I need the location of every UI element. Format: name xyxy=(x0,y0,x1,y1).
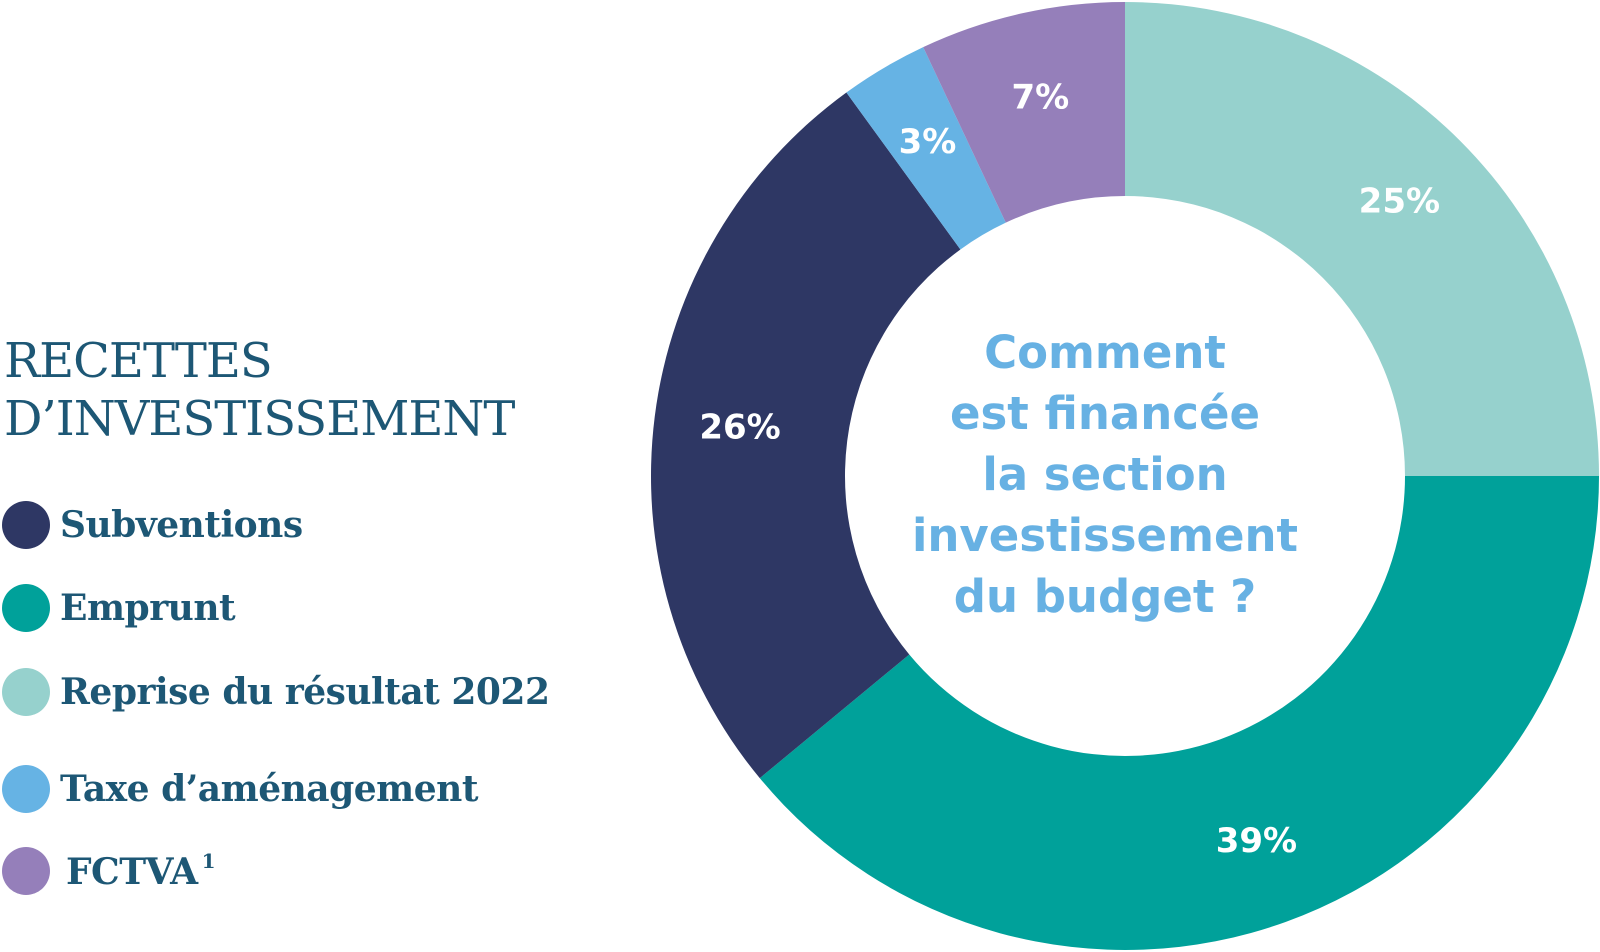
legend-swatch-reprise xyxy=(2,668,50,716)
center-question-line-4: investissement xyxy=(911,509,1299,562)
center-question-line-1: Comment xyxy=(984,326,1226,379)
legend-swatch-taxe xyxy=(2,765,50,813)
slice-value-label-5: 7% xyxy=(1011,77,1069,117)
legend-label-emprunt: Emprunt xyxy=(60,587,236,629)
slice-value-label-4: 3% xyxy=(899,122,957,162)
donut-slice-3 xyxy=(651,92,961,779)
legend-label-fctva-text: FCTVA xyxy=(66,851,198,893)
donut-slice-labels: 25% 39% 26% 3% 7% xyxy=(699,77,1440,861)
center-question-line-5: du budget ? xyxy=(953,570,1257,623)
center-question: Comment est financée la section investis… xyxy=(880,322,1330,627)
donut-slice-2 xyxy=(759,476,1599,950)
donut-slice-1 xyxy=(1125,2,1599,476)
center-question-line-2: est financée xyxy=(950,387,1260,440)
donut-slice-4 xyxy=(846,47,1006,250)
legend-label-fctva: FCTVA 1 xyxy=(66,849,216,893)
legend-item-reprise: Reprise du résultat 2022 xyxy=(2,666,550,718)
chart-legend: Subventions Emprunt Reprise du résultat … xyxy=(2,0,622,952)
legend-title-line-2: D’INVESTISSEMENT xyxy=(4,391,515,447)
legend-title: RECETTES D’INVESTISSEMENT xyxy=(4,332,515,448)
center-question-line-3: la section xyxy=(982,448,1228,501)
legend-item-subventions: Subventions xyxy=(2,499,303,551)
donut-slice-5 xyxy=(923,2,1125,223)
donut-slices xyxy=(651,2,1599,950)
slice-value-label-2: 39% xyxy=(1216,821,1297,861)
legend-label-taxe: Taxe d’aménagement xyxy=(60,768,478,810)
legend-swatch-fctva xyxy=(2,847,50,895)
legend-item-fctva: FCTVA 1 xyxy=(2,845,216,897)
slice-value-label-3: 26% xyxy=(699,407,780,447)
legend-label-reprise: Reprise du résultat 2022 xyxy=(60,671,550,713)
legend-title-line-1: RECETTES xyxy=(4,333,273,389)
legend-swatch-emprunt xyxy=(2,584,50,632)
legend-swatch-subventions xyxy=(2,501,50,549)
slice-value-label-1: 25% xyxy=(1359,182,1440,222)
legend-item-taxe: Taxe d’aménagement xyxy=(2,763,478,815)
footnote-marker: 1 xyxy=(201,849,216,873)
legend-item-emprunt: Emprunt xyxy=(2,582,236,634)
legend-label-subventions: Subventions xyxy=(60,504,303,546)
